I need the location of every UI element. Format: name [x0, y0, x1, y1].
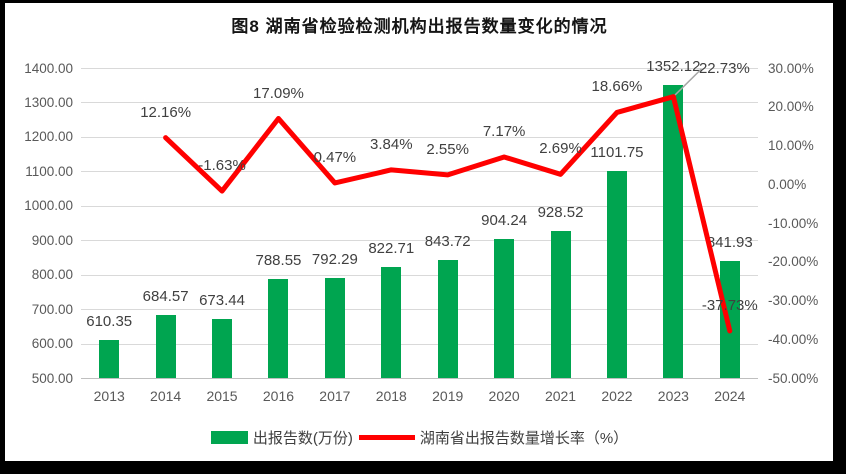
x-axis-label: 2013: [93, 388, 125, 404]
bar-2013: [99, 340, 120, 379]
bar-value-label: 843.72: [424, 233, 471, 251]
gridline: [81, 68, 758, 69]
x-axis-label: 2020: [488, 388, 520, 404]
y-axis-tick-left: 800.00: [31, 267, 73, 283]
y-axis-tick-left: 1400.00: [24, 60, 73, 76]
bar-2022: [606, 171, 627, 379]
y-axis-tick-right: -20.00%: [768, 254, 819, 270]
gridline: [81, 136, 758, 138]
x-axis-line: [81, 377, 758, 379]
legend-line-swatch: [358, 435, 415, 440]
bar-2021: [550, 230, 571, 379]
plot-area: 500.00 600.00 700.00 800.00 900.00 1000.00 110…: [5, 3, 833, 461]
growth-line-svg: [163, 68, 733, 334]
chart-title: 图8 湖南省检验检测机构出报告数量变化的情况: [231, 17, 608, 36]
x-axis-label: 2016: [262, 388, 295, 404]
bar-value-label: 904.24: [481, 212, 528, 230]
chart-panel: 图8 湖南省检验检测机构出报告数量变化的情况 500.00 600.00 700.0…: [5, 3, 833, 461]
bar-value-label: 792.29: [311, 250, 358, 268]
gridline: [81, 240, 758, 242]
y-axis-tick-right: 30.00%: [768, 60, 814, 76]
bar-value-label: 684.57: [142, 287, 189, 305]
line-value-label: 18.66%: [591, 78, 643, 96]
x-axis-label: 2021: [544, 388, 577, 404]
y-axis-tick-right: -40.00%: [768, 331, 819, 347]
gridline: [81, 102, 758, 104]
bar-value-label: 1352.12: [646, 57, 701, 75]
y-axis-tick-right: 20.00%: [768, 99, 814, 115]
x-axis-label: 2022: [601, 388, 633, 404]
line-value-label: -1.63%: [198, 157, 246, 175]
bar-value-label: 1101.75: [590, 144, 644, 162]
y-axis-tick-left: 600.00: [31, 336, 73, 352]
bar-value-label: 788.55: [255, 252, 302, 270]
y-axis-tick-left: 1000.00: [24, 198, 73, 214]
bar-2016: [268, 279, 289, 379]
y-axis-tick-right: 10.00%: [768, 138, 814, 153]
bar-2014: [155, 314, 176, 379]
line-value-label: -37.73%: [701, 296, 758, 314]
line-value-label: 3.84%: [370, 135, 413, 153]
x-axis-label: 2024: [714, 388, 746, 404]
y-axis-tick-right: -30.00%: [768, 293, 819, 308]
bar-2019: [437, 260, 458, 379]
line-value-label: 17.09%: [253, 84, 304, 102]
gridline: [81, 343, 758, 345]
line-value-label: 7.17%: [482, 122, 526, 140]
y-axis-tick-right: -10.00%: [768, 215, 819, 231]
y-axis-tick-left: 1100.00: [25, 163, 73, 179]
y-axis-tick-left: 500.00: [31, 370, 73, 386]
y-axis-tick-left: 1200.00: [24, 129, 73, 145]
line-value-label: 22.73%: [698, 60, 750, 77]
bar-2015: [212, 318, 233, 379]
bar-value-label: 928.52: [537, 203, 584, 221]
bar-value-label: 673.44: [199, 291, 245, 309]
x-axis-label: 2023: [657, 388, 689, 404]
legend-bar-swatch: [210, 431, 248, 444]
bar-2023: [663, 84, 684, 379]
y-axis-tick-left: 900.00: [31, 232, 73, 248]
bar-2018: [381, 267, 402, 379]
bar-2024: [719, 260, 740, 379]
legend-line-label: 湖南省出报告数量增长率（%）: [419, 430, 629, 447]
y-axis-tick-right: -50.00%: [768, 370, 819, 386]
x-axis-label: 2017: [319, 388, 351, 404]
line-value-label: 12.16%: [140, 103, 192, 121]
x-axis-label: 2019: [432, 388, 464, 404]
legend-bar-label: 出报告数(万份): [252, 430, 353, 447]
line-value-label: 0.47%: [313, 148, 357, 166]
gridline: [81, 205, 758, 207]
y-axis-tick-left: 700.00: [31, 301, 73, 317]
bar-2020: [494, 239, 515, 379]
legend: 出报告数(万份) 湖南省出报告数量增长率（%）: [81, 427, 758, 448]
x-axis-label: 2015: [206, 388, 238, 404]
legend-item-line: 湖南省出报告数量增长率（%）: [358, 427, 629, 448]
bar-value-label: 610.35: [86, 313, 133, 331]
bar-value-label: 822.71: [368, 240, 415, 258]
x-axis-label: 2014: [150, 388, 182, 404]
line-value-label: 2.69%: [539, 140, 582, 158]
gridline: [81, 309, 758, 311]
gridline: [81, 274, 758, 276]
growth-line: [163, 94, 733, 334]
leader-line: [673, 68, 702, 97]
y-axis-tick-left: 1300.00: [24, 94, 73, 110]
line-value-label: 2.55%: [426, 140, 469, 158]
legend-item-bars: 出报告数(万份): [210, 427, 353, 448]
y-axis-tick-right: 0.00%: [768, 176, 807, 192]
bar-2017: [324, 277, 345, 379]
x-axis-label: 2018: [375, 388, 407, 404]
bar-value-label: 841.93: [706, 233, 753, 251]
